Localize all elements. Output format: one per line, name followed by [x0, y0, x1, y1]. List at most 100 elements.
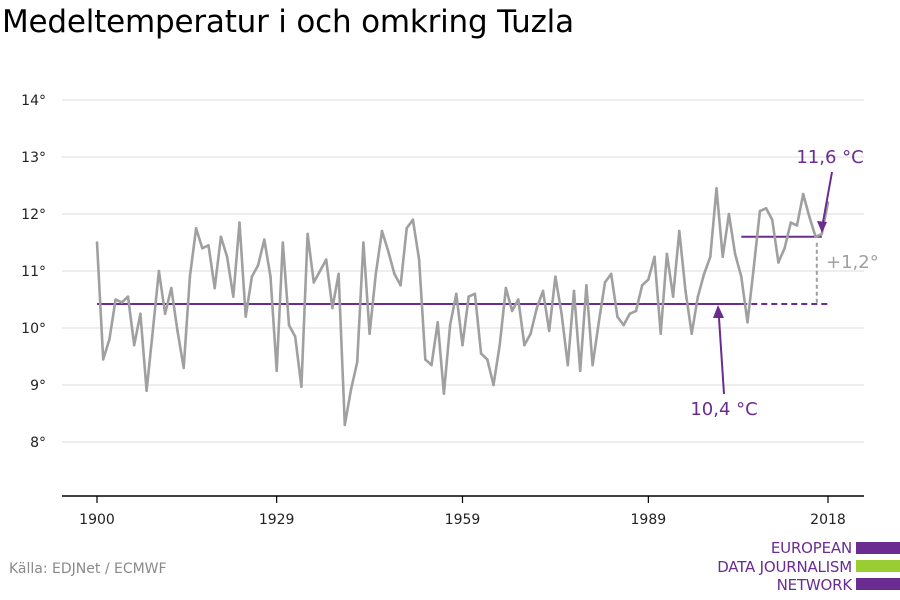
data-point-1969 — [523, 343, 526, 347]
data-point-1913 — [176, 329, 179, 333]
data-point-1949 — [399, 283, 402, 287]
data-point-1974 — [554, 275, 557, 279]
data-point-1931 — [287, 323, 291, 327]
data-point-2007 — [758, 209, 762, 213]
arrow-baseline-line — [718, 317, 725, 395]
data-point-1976 — [566, 363, 570, 367]
data-point-1972 — [541, 289, 545, 293]
data-point-1944 — [368, 332, 371, 336]
data-point-1963 — [485, 358, 489, 361]
logo-line-1: EUROPEAN — [770, 539, 852, 557]
data-point-1959 — [461, 343, 464, 347]
data-point-1935 — [312, 281, 316, 284]
gridlines — [62, 99, 864, 443]
data-point-1936 — [318, 269, 322, 273]
data-point-2014 — [801, 192, 805, 196]
y-tick-label-9: 9° — [30, 378, 46, 394]
data-point-2004 — [739, 275, 743, 279]
data-point-1915 — [188, 275, 192, 279]
data-point-1983 — [609, 272, 613, 276]
data-point-1977 — [572, 289, 576, 293]
data-point-1932 — [293, 335, 297, 338]
logo-bar-2 — [856, 560, 900, 572]
logo-text: EUROPEAN DATA JOURNALISM NETWORK — [717, 539, 852, 595]
data-point-1985 — [622, 323, 625, 327]
data-point-2001 — [721, 255, 724, 259]
y-axis-ticks: 8° 9° 10° 11° 12° 13° 14° — [21, 93, 46, 451]
annotation-baseline-mean: 10,4 °C — [690, 399, 757, 420]
y-tick-label-13: 13° — [21, 150, 46, 166]
data-point-1902 — [108, 338, 111, 341]
data-point-1939 — [337, 272, 340, 276]
data-point-1918 — [207, 244, 210, 247]
data-point-1937 — [324, 258, 328, 261]
data-point-1942 — [355, 360, 359, 364]
data-point-2012 — [789, 221, 793, 224]
x-tick-label-1959: 1959 — [445, 512, 481, 528]
data-point-1994 — [678, 229, 681, 233]
data-point-1979 — [585, 283, 588, 287]
arrow-recent-line — [822, 171, 833, 223]
data-point-1943 — [362, 241, 365, 244]
data-point-2005 — [746, 321, 749, 324]
arrow-baseline-head — [713, 305, 724, 318]
data-point-1996 — [690, 332, 694, 336]
data-point-1946 — [380, 229, 384, 233]
edjnet-logo: EUROPEAN DATA JOURNALISM NETWORK — [708, 539, 900, 595]
data-point-1910 — [157, 269, 161, 273]
data-point-1929 — [275, 369, 278, 373]
data-point-1917 — [201, 246, 204, 250]
data-point-1950 — [405, 226, 409, 230]
series-group — [95, 187, 830, 427]
data-point-1989 — [647, 278, 650, 281]
data-point-1926 — [256, 264, 260, 267]
data-point-2016 — [814, 235, 817, 239]
data-point-1903 — [114, 298, 117, 301]
data-point-1953 — [424, 358, 427, 361]
data-point-1924 — [244, 315, 247, 318]
x-tick-label-1900: 1900 — [79, 512, 115, 528]
data-point-1978 — [578, 369, 582, 373]
arrow-recent-head — [817, 221, 827, 233]
data-point-2006 — [752, 266, 755, 270]
data-point-1938 — [331, 306, 334, 310]
data-point-1988 — [640, 283, 644, 287]
data-point-1900 — [95, 241, 99, 244]
data-point-1975 — [560, 312, 563, 316]
data-point-1919 — [213, 286, 217, 290]
data-point-1955 — [436, 321, 440, 324]
data-point-2013 — [795, 224, 799, 227]
source-note: Källa: EDJNet / ECMWF — [9, 561, 167, 577]
data-point-1980 — [591, 363, 594, 367]
x-tick-label-1929: 1929 — [259, 512, 295, 528]
data-point-1951 — [411, 218, 415, 221]
data-point-1922 — [231, 295, 235, 298]
data-point-1966 — [504, 286, 508, 290]
data-point-2003 — [733, 252, 737, 256]
data-point-1911 — [163, 312, 167, 316]
data-point-1960 — [467, 295, 470, 298]
reference-lines — [97, 235, 828, 306]
data-point-1965 — [498, 343, 501, 347]
y-tick-label-10: 10° — [21, 321, 46, 337]
logo-line-3: NETWORK — [776, 576, 853, 594]
data-point-2000 — [715, 187, 718, 190]
data-point-1921 — [225, 255, 229, 259]
data-point-1995 — [684, 289, 687, 293]
data-point-1987 — [634, 309, 638, 313]
data-point-1973 — [547, 329, 551, 333]
x-tick-label-1989: 1989 — [631, 512, 667, 528]
data-point-1992 — [665, 252, 669, 256]
data-point-2011 — [783, 246, 786, 250]
data-point-1941 — [349, 388, 353, 391]
data-point-1968 — [516, 298, 520, 301]
data-point-1982 — [603, 281, 607, 284]
data-point-1999 — [708, 255, 712, 259]
data-point-1934 — [306, 232, 309, 236]
data-point-1986 — [628, 312, 632, 316]
data-point-1920 — [219, 235, 223, 239]
data-point-1927 — [262, 238, 266, 241]
data-point-2010 — [777, 261, 780, 264]
y-tick-label-14: 14° — [21, 93, 46, 109]
data-point-1967 — [510, 309, 514, 313]
